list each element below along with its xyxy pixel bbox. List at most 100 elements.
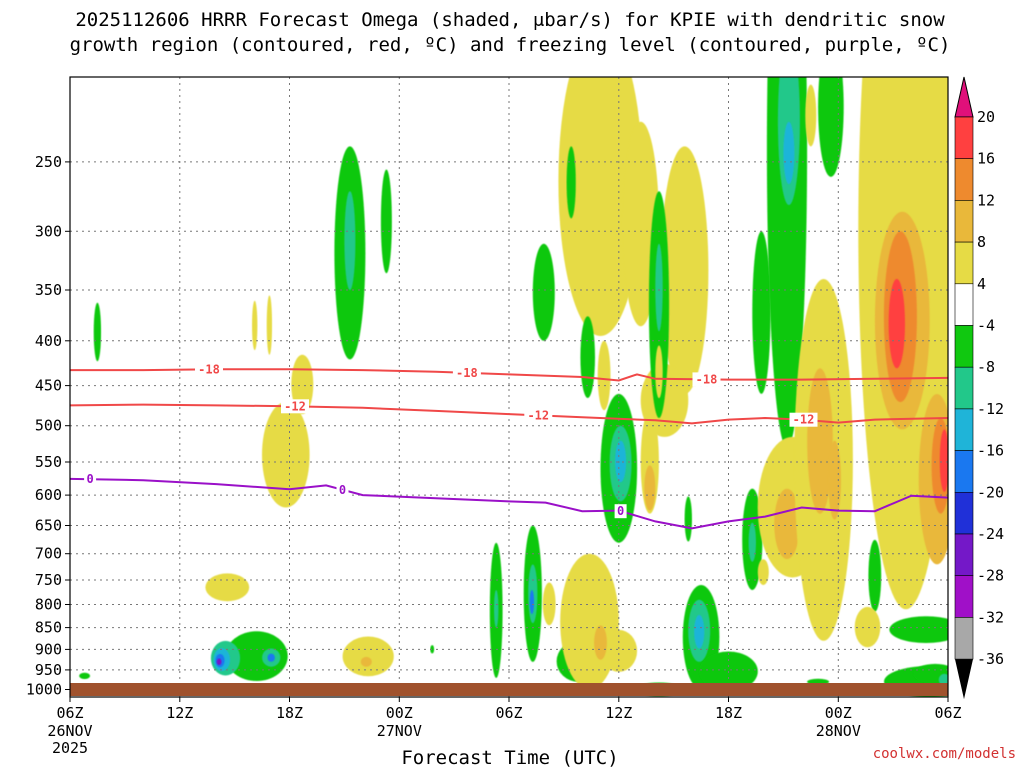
y-tick-label: 550 bbox=[35, 453, 62, 471]
omega-cell bbox=[600, 629, 638, 672]
colorbar-label: -16 bbox=[977, 442, 1004, 460]
y-tick-label: 400 bbox=[35, 332, 62, 350]
colorbar-label: 4 bbox=[977, 275, 986, 293]
colorbar-label: -8 bbox=[977, 358, 995, 376]
y-tick-label: 1000 bbox=[26, 681, 62, 699]
x-tick-label: 12Z bbox=[605, 704, 632, 722]
omega-cell bbox=[757, 559, 769, 585]
omega-cell bbox=[807, 368, 833, 514]
chart-title-line2: growth region (contoured, red, ºC) and f… bbox=[70, 34, 951, 56]
omega-cell bbox=[644, 465, 656, 511]
omega-cell bbox=[805, 84, 817, 147]
colorbar-bin bbox=[954, 366, 974, 410]
omega-cell bbox=[342, 636, 394, 677]
contour-label-bg bbox=[281, 399, 309, 414]
colorbar-label: 20 bbox=[977, 108, 995, 126]
contour-label: -12 bbox=[284, 399, 306, 413]
y-tick-label: 350 bbox=[35, 281, 62, 299]
omega-cell bbox=[774, 488, 800, 560]
x-tick-label: 18Z bbox=[715, 704, 742, 722]
colorbar-bin bbox=[954, 450, 974, 493]
y-tick-label: 500 bbox=[35, 417, 62, 435]
omega-cell bbox=[854, 606, 881, 648]
contour-label: 0 bbox=[86, 472, 93, 486]
colorbar-label: -20 bbox=[977, 483, 1004, 501]
colorbar-label: -12 bbox=[977, 400, 1004, 418]
contour-label: -12 bbox=[793, 413, 815, 427]
omega-cell bbox=[939, 429, 948, 492]
omega-cell bbox=[888, 278, 905, 369]
omega-cell bbox=[615, 440, 627, 483]
omega-cell bbox=[913, 663, 948, 684]
contour-label: -12 bbox=[527, 408, 549, 422]
omega-cell bbox=[828, 440, 841, 520]
colorbar-bin bbox=[954, 408, 974, 451]
colorbar-bin bbox=[954, 491, 974, 535]
omega-cell bbox=[868, 539, 882, 612]
colorbar-bin bbox=[954, 116, 974, 160]
x-tick-date: 26NOV bbox=[47, 722, 92, 740]
contour-label-bg bbox=[614, 504, 627, 519]
contour-label-bg bbox=[195, 362, 223, 377]
y-tick-label: 300 bbox=[35, 222, 62, 240]
omega-cell bbox=[684, 496, 692, 542]
omega-cell bbox=[216, 658, 222, 666]
omega-cell bbox=[205, 573, 250, 602]
omega-cell bbox=[494, 590, 499, 628]
contour-label-bg bbox=[789, 412, 818, 427]
y-axis-ticks: 250 300 350 400 450 500 550 600 650 700 750 800 850 9… bbox=[26, 153, 70, 699]
x-tick-label: 18Z bbox=[276, 704, 303, 722]
colorbar-label: -32 bbox=[977, 608, 1004, 626]
colorbar-label: -24 bbox=[977, 525, 1004, 543]
x-tick-year: 2025 bbox=[52, 739, 88, 757]
omega-cell bbox=[266, 295, 273, 355]
colorbar-bin bbox=[954, 533, 974, 577]
colorbar-bin bbox=[954, 575, 974, 618]
colorbar-bin bbox=[954, 325, 974, 368]
colorbar-label: 8 bbox=[977, 233, 986, 251]
x-tick-date: 28NOV bbox=[816, 722, 861, 740]
omega-cell bbox=[655, 243, 663, 332]
colorbar-bin bbox=[954, 200, 974, 243]
x-tick-label: 00Z bbox=[386, 704, 413, 722]
contour-label: 0 bbox=[617, 504, 624, 518]
y-tick-label: 250 bbox=[35, 153, 62, 171]
x-tick-date: 27NOV bbox=[377, 722, 422, 740]
y-tick-label: 650 bbox=[35, 517, 62, 535]
x-tick-label: 06Z bbox=[56, 704, 83, 722]
contour-line bbox=[70, 403, 948, 425]
x-tick-label: 06Z bbox=[495, 704, 522, 722]
omega-cell bbox=[529, 590, 535, 614]
colorbar-bin bbox=[954, 283, 974, 326]
contour-label-bg bbox=[84, 472, 97, 487]
x-tick-label: 06Z bbox=[934, 704, 961, 722]
omega-cell bbox=[93, 302, 102, 362]
y-tick-label: 950 bbox=[35, 661, 62, 679]
omega-cell bbox=[889, 616, 948, 643]
omega-cell bbox=[79, 672, 91, 680]
omega-cell bbox=[430, 645, 435, 654]
contour-layer: -18 -18 -18 -12 -12 -12 0 0 0 bbox=[70, 362, 948, 530]
colorbar-label: -36 bbox=[977, 650, 1004, 668]
omega-cell bbox=[558, 77, 643, 336]
colorbar-bin bbox=[954, 158, 974, 201]
contour-label: -18 bbox=[696, 372, 718, 386]
omega-cell bbox=[566, 146, 576, 219]
omega-cell bbox=[597, 340, 611, 411]
omega-cell bbox=[694, 614, 705, 649]
omega-cell bbox=[267, 653, 275, 662]
ground-surface-bar bbox=[70, 683, 948, 696]
colorbar-top-arrow bbox=[954, 76, 974, 118]
colorbar-bottom-arrow bbox=[955, 659, 973, 700]
contour-label: -18 bbox=[456, 366, 478, 380]
contour-label-bg bbox=[336, 482, 349, 497]
omega-cell bbox=[752, 231, 771, 394]
omega-cell bbox=[660, 146, 709, 394]
x-tick-label: 12Z bbox=[166, 704, 193, 722]
omega-cell bbox=[252, 300, 258, 351]
omega-cell bbox=[818, 77, 844, 177]
y-tick-label: 750 bbox=[35, 571, 62, 589]
contour-label: 0 bbox=[339, 483, 346, 497]
